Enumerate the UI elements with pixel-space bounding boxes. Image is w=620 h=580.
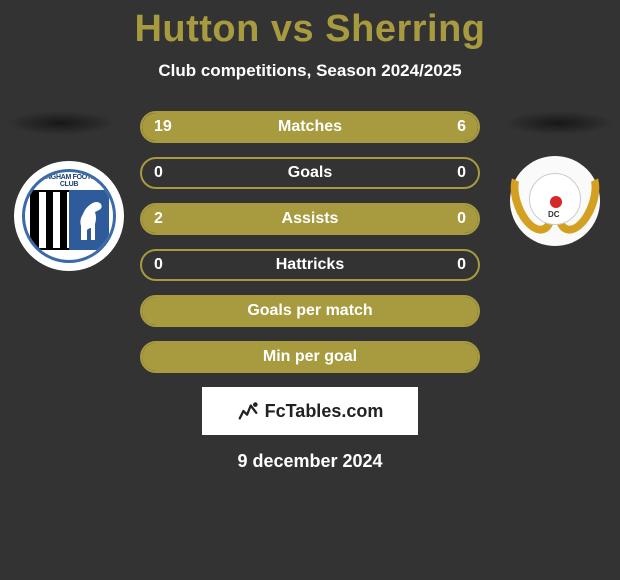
stats-bars: 196Matches 00Goals 20Assists 00Hattricks Goa… (140, 111, 480, 373)
horse-icon (75, 198, 105, 242)
mkdons-crest-icon: DC (517, 163, 593, 239)
crest-left-banner: GILLINGHAM FOOTBALL CLUB (25, 174, 113, 188)
date-text: 9 december 2024 (0, 451, 620, 472)
player-right-name: Sherring (325, 8, 485, 50)
stat-label: Hattricks (142, 251, 478, 279)
stat-label: Matches (142, 113, 478, 141)
stat-bar: 00Goals (140, 157, 480, 189)
stat-label: Min per goal (142, 343, 478, 371)
crest-left-stripes-icon (30, 190, 74, 250)
comparison-title: Hutton vs Sherring (0, 0, 620, 51)
watermark: FcTables.com (202, 387, 418, 435)
watermark-text: FcTables.com (265, 401, 384, 422)
player-right-shadow (504, 111, 614, 135)
stat-bar: Goals per match (140, 295, 480, 327)
vs-separator: vs (271, 8, 314, 50)
crest-right-text: DC (548, 210, 560, 219)
player-left-name: Hutton (134, 8, 259, 50)
subtitle: Club competitions, Season 2024/2025 (0, 61, 620, 81)
stat-bar: 196Matches (140, 111, 480, 143)
content-area: GILLINGHAM FOOTBALL CLUB DC 196Matches 00… (0, 111, 620, 472)
crest-right-disc-icon: DC (529, 173, 581, 225)
stat-bar: Min per goal (140, 341, 480, 373)
crest-right-dot-icon (550, 196, 562, 208)
stat-bar: 00Hattricks (140, 249, 480, 281)
stat-label: Goals (142, 159, 478, 187)
player-left-shadow (6, 111, 116, 135)
club-crest-left: GILLINGHAM FOOTBALL CLUB (14, 161, 124, 271)
club-crest-right: DC (510, 156, 600, 246)
stat-bar: 20Assists (140, 203, 480, 235)
fctables-logo-icon (237, 400, 259, 422)
gillingham-crest-icon: GILLINGHAM FOOTBALL CLUB (22, 169, 116, 263)
stat-label: Assists (142, 205, 478, 233)
stat-label: Goals per match (142, 297, 478, 325)
